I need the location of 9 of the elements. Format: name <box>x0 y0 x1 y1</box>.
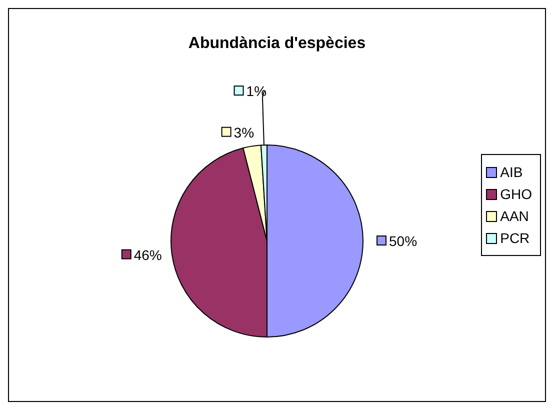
data-label: 46% <box>134 246 162 263</box>
data-label: 50% <box>389 233 418 249</box>
data-label: 3% <box>234 124 254 140</box>
legend-label: PCR <box>500 229 530 248</box>
data-label: 1% <box>246 83 267 100</box>
legend-label: GHO <box>500 185 532 204</box>
chart-title: Abundància d'espècies <box>187 35 367 53</box>
legend-label: AIB <box>500 163 523 182</box>
legend-label: AAN <box>500 207 529 226</box>
